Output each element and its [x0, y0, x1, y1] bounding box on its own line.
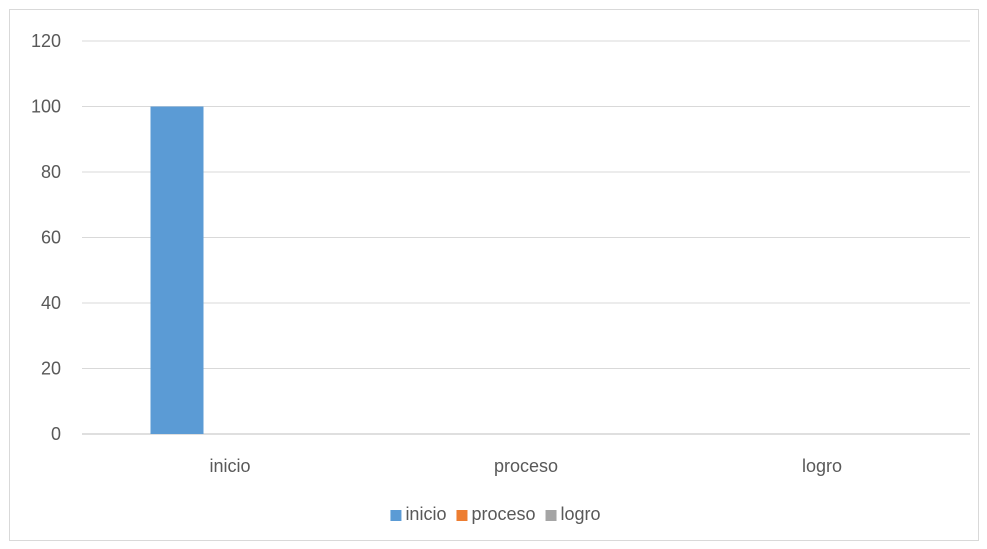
legend-swatch-logro: [545, 510, 557, 521]
y-tick-label: 120: [31, 31, 61, 51]
y-tick-label: 60: [41, 228, 61, 248]
x-category-label: proceso: [494, 456, 558, 476]
gridlines: [82, 40, 970, 435]
y-tick-label: 100: [31, 97, 61, 117]
x-axis-labels: inicio proceso logro: [209, 456, 842, 476]
legend-label-logro: logro: [561, 504, 601, 524]
legend-swatch-proceso: [456, 510, 468, 521]
x-category-label: inicio: [209, 456, 250, 476]
y-tick-label: 80: [41, 162, 61, 182]
x-category-label: logro: [802, 456, 842, 476]
bar-inicio-inicio: [150, 106, 204, 434]
bars: [150, 106, 204, 434]
y-axis-ticks: 0 20 40 60 80 100 120: [31, 31, 61, 444]
legend-label-inicio: inicio: [405, 504, 446, 524]
legend-swatch-inicio: [390, 510, 402, 521]
y-tick-label: 0: [51, 424, 61, 444]
y-tick-label: 20: [41, 359, 61, 379]
legend-label-proceso: proceso: [471, 504, 535, 524]
legend: inicio proceso logro: [390, 504, 601, 524]
y-tick-label: 40: [41, 293, 61, 313]
